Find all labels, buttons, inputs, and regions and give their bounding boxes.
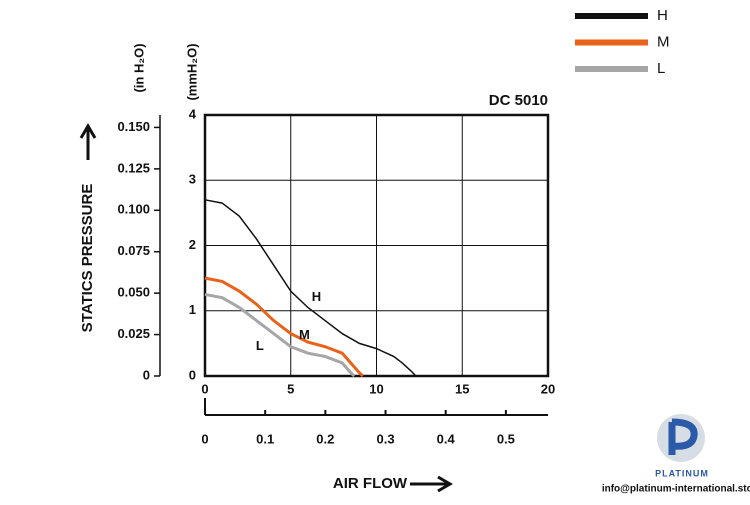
y-tick-label: 3: [189, 172, 196, 187]
x-tick-label: 10: [369, 381, 383, 396]
series-label: L: [256, 338, 264, 353]
x-arrow: [410, 475, 453, 493]
legend-label: L: [657, 60, 665, 77]
y2-tick-label: 0.125: [117, 160, 150, 175]
y2-tick-label: 0.025: [117, 326, 150, 341]
email: info@platinum-international.store: [602, 484, 750, 495]
y-tick-label: 4: [189, 106, 197, 121]
legend-label: H: [657, 7, 668, 24]
series-label: M: [299, 327, 310, 342]
x2-tick-label: 0.2: [316, 431, 334, 446]
x-tick-label: 15: [455, 381, 469, 396]
legend-label: M: [657, 33, 670, 50]
y-arrow: [79, 123, 97, 160]
series-line: [204, 292, 356, 378]
x-tick-label: 5: [287, 381, 294, 396]
y2-unit-label: (in H₂O): [131, 43, 146, 92]
x2-tick-label: 0.5: [497, 431, 515, 446]
plot-frame: [203, 113, 550, 378]
x-tick-label: 0: [201, 381, 208, 396]
logo: [657, 414, 705, 462]
brand: PLATINUM: [655, 468, 709, 478]
y2-tick-label: 0.050: [117, 285, 150, 300]
x2-tick-label: 0.1: [256, 431, 274, 446]
chart-title: DC 5010: [489, 92, 548, 109]
x-tick-label: 20: [541, 381, 555, 396]
y2-tick-label: 0.100: [117, 202, 150, 217]
x-axis-label: AIR FLOW: [333, 475, 408, 492]
y2-tick-label: 0: [143, 367, 150, 382]
y-tick-label: 0: [189, 367, 196, 382]
x2-tick-label: 0.3: [376, 431, 394, 446]
y2-tick-label: 0.150: [117, 119, 150, 134]
y-tick-label: 2: [189, 237, 196, 252]
logo-mark: [668, 418, 698, 455]
series-line: [204, 199, 417, 377]
y-unit-label: (mmH₂O): [184, 43, 199, 100]
x2-tick-label: 0: [201, 431, 208, 446]
x2-tick-label: 0.4: [437, 431, 456, 446]
y-tick-label: 1: [189, 302, 196, 317]
y-axis-label: STATICS PRESSURE: [79, 184, 96, 333]
series-line: [204, 276, 364, 378]
series-label: H: [312, 289, 321, 304]
y2-tick-label: 0.075: [117, 243, 150, 258]
